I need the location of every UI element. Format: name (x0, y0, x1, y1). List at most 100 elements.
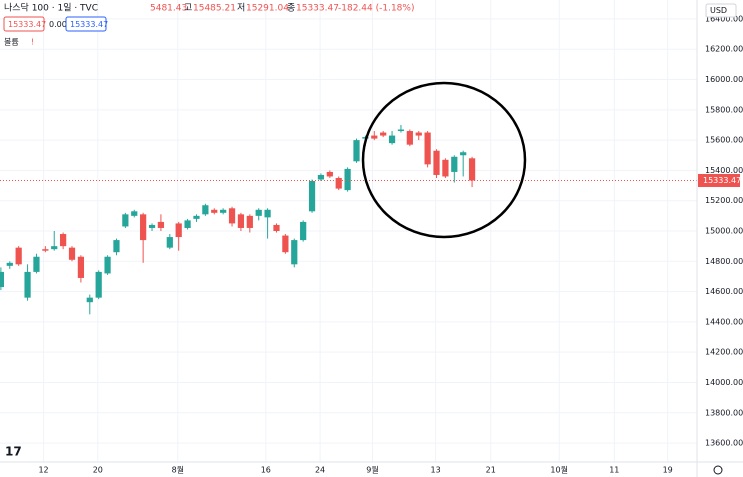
candle-body (51, 246, 58, 250)
tv-logo: 17 (5, 445, 22, 459)
candles (0, 124, 697, 315)
last-price-label: 15333.47 (703, 176, 741, 185)
x-tick-label: 10월 (550, 465, 568, 475)
candle-body (6, 262, 13, 266)
candle-body (326, 171, 333, 177)
x-tick-label: 11 (609, 466, 619, 475)
y-tick-label: 13800.00 (705, 408, 743, 417)
y-tick-label: 14000.00 (705, 378, 743, 387)
candle-body (122, 214, 129, 227)
currency-button[interactable] (705, 3, 737, 18)
ohlc-low-label: 저 (237, 3, 245, 14)
candle-body (335, 177, 342, 189)
symbol: 나스닥 100 · 1일 · TVC (4, 3, 98, 14)
candle-body (388, 135, 396, 144)
candle-body (282, 235, 289, 253)
x-tick-label: 9월 (366, 465, 378, 475)
candle-body (291, 240, 298, 265)
ask-box[interactable] (65, 16, 107, 32)
ohlc-close: 15333.47 (296, 4, 339, 14)
candle-body (300, 221, 307, 241)
x-tick-label: 24 (315, 466, 325, 475)
candle-body (468, 158, 476, 181)
candle-body (193, 215, 200, 219)
candle-body (95, 271, 102, 298)
y-tick-label: 15400.00 (705, 166, 743, 175)
candle-body (60, 234, 67, 247)
y-tick-label: 16400.00 (705, 14, 743, 23)
candle-body (104, 256, 111, 274)
y-tick-label: 14400.00 (705, 317, 743, 326)
x-tick-label: 12 (38, 466, 48, 475)
candle-body (33, 256, 40, 272)
ohlc-high: 15485.21 (193, 4, 236, 14)
volume-warning[interactable]: ! (31, 38, 34, 47)
candle-body (166, 237, 173, 248)
candle-body (415, 132, 422, 136)
candle-body (371, 135, 378, 139)
candle-body (264, 209, 271, 218)
candle-body (433, 150, 440, 175)
candle-body (24, 271, 31, 298)
y-tick-label: 15600.00 (705, 136, 743, 145)
y-tick-label: 15200.00 (705, 196, 743, 205)
last-price-box (698, 173, 740, 187)
ohlc-high-label: 고 (184, 4, 192, 14)
x-tick-label: 8월 (172, 465, 184, 475)
candle-body (113, 240, 120, 253)
y-tick-label: 14600.00 (705, 287, 743, 296)
candle-body (397, 129, 405, 132)
x-tick-label: 20 (93, 466, 103, 475)
candle-body (451, 156, 458, 172)
candle-body (0, 271, 5, 288)
settings-icon[interactable] (713, 465, 723, 475)
candle-body (148, 224, 156, 228)
y-tick-label: 14800.00 (705, 257, 743, 266)
x-tick-label: 19 (663, 466, 673, 475)
ask: 15333.47 (70, 20, 108, 29)
y-tick-label: 16000.00 (705, 75, 743, 84)
ohlc-close-label: 종 (287, 3, 295, 14)
bid-box[interactable] (3, 16, 45, 32)
candle-body (424, 132, 431, 165)
axis: 13600.00 13800.00 14000.00 14200.00 14400.00… (38, 14, 743, 474)
ohlc-change: -182.44 (-1.18%) (338, 4, 414, 14)
candle-body (202, 205, 209, 215)
x-tick-label: 16 (261, 466, 271, 475)
candle-body (175, 223, 182, 238)
candle-body (184, 220, 191, 228)
candle-body (255, 209, 262, 216)
candle-body (42, 249, 49, 251)
ohlc-low: 15291.04 (246, 4, 289, 14)
y-tick-label: 13600.00 (705, 439, 743, 448)
candle-body (380, 132, 387, 136)
candle-body (68, 247, 76, 260)
grid (0, 0, 697, 462)
volume-label: 볼륨 (4, 37, 19, 47)
candle-body (406, 131, 413, 145)
candle-body (15, 247, 22, 265)
currency: USD (710, 6, 727, 15)
candle-body (353, 140, 360, 162)
candle-body (228, 208, 236, 224)
candle-body (211, 209, 218, 213)
bid: 15333.47 (8, 20, 46, 29)
candle-body (220, 209, 227, 213)
annotation-circle (361, 81, 527, 239)
y-tick-label: 16200.00 (705, 45, 743, 54)
y-tick-label: 15000.00 (705, 227, 743, 236)
candle-body (140, 214, 147, 241)
candle-body (442, 159, 449, 177)
x-tick-label: 13 (431, 466, 441, 475)
y-tick-label: 15800.00 (705, 105, 743, 114)
candle-body (131, 211, 138, 216)
candle-body (246, 215, 253, 228)
candle-body (317, 174, 325, 180)
candle-body (344, 168, 351, 191)
y-tick-label: 14200.00 (705, 348, 743, 357)
x-tick-label: 21 (486, 466, 496, 475)
candle-body (308, 181, 316, 212)
candle-body (460, 152, 467, 156)
spread: 0.00 (49, 20, 67, 29)
